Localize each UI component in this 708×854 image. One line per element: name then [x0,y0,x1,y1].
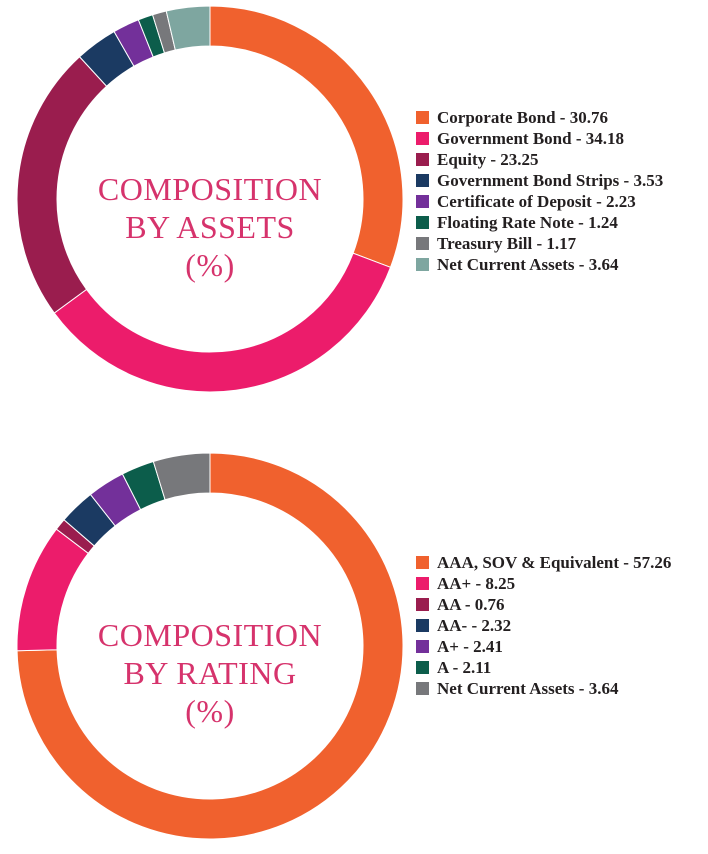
rating-legend-label: AA - 0.76 [437,595,505,614]
assets-title-line-2: BY ASSETS [125,209,295,245]
rating-legend-swatch [416,556,429,569]
assets-legend-item: Corporate Bond - 30.76 [416,107,706,128]
assets-legend-label: Certificate of Deposit - 2.23 [437,192,636,211]
assets-chart-title: COMPOSITION BY ASSETS (%) [60,170,360,284]
assets-legend-swatch [416,195,429,208]
rating-slice-1 [16,452,404,840]
assets-legend-swatch [416,258,429,271]
rating-legend-item: AA - 0.76 [416,594,681,615]
rating-title-line-1: COMPOSITION [97,617,323,653]
rating-legend-swatch [416,619,429,632]
rating-title-line-3: (%) [185,693,235,729]
assets-legend-item: Equity - 23.25 [416,149,706,170]
assets-legend-swatch [416,111,429,124]
assets-legend-label: Corporate Bond - 30.76 [437,108,608,127]
rating-legend-item: A+ - 2.41 [416,636,681,657]
assets-legend-swatch [416,237,429,250]
rating-title-line-2: BY RATING [123,655,297,691]
assets-donut [16,5,404,393]
assets-composition-chart: COMPOSITION BY ASSETS (%) Corporate Bond… [0,0,708,410]
rating-legend-label: A+ - 2.41 [437,637,503,656]
rating-donut [16,452,404,840]
assets-legend-label: Net Current Assets - 3.64 [437,255,619,274]
assets-legend-swatch [416,174,429,187]
rating-legend-item: AA- - 2.32 [416,615,681,636]
assets-legend-swatch [416,132,429,145]
assets-legend-label: Treasury Bill - 1.17 [437,234,577,253]
rating-legend-swatch [416,661,429,674]
rating-legend-swatch [416,640,429,653]
assets-legend-item: Treasury Bill - 1.17 [416,233,706,254]
assets-legend-swatch [416,216,429,229]
assets-title-line-1: COMPOSITION [97,171,323,207]
assets-legend-label: Government Bond - 34.18 [437,129,624,148]
assets-legend-item: Government Bond - 34.18 [416,128,706,149]
rating-legend-swatch [416,682,429,695]
rating-legend-item: AAA, SOV & Equivalent - 57.26 [416,552,681,573]
rating-legend: AAA, SOV & Equivalent - 57.26 AA+ - 8.25 A… [416,552,681,699]
rating-legend-item: AA+ - 8.25 [416,573,681,594]
rating-chart-title: COMPOSITION BY RATING (%) [60,616,360,730]
rating-legend-swatch [416,577,429,590]
assets-title-line-3: (%) [185,247,235,283]
assets-legend-label: Floating Rate Note - 1.24 [437,213,618,232]
rating-legend-item: Net Current Assets - 3.64 [416,678,681,699]
rating-legend-swatch [416,598,429,611]
rating-legend-item: A - 2.11 [416,657,681,678]
rating-slice-7 [152,452,211,501]
rating-legend-label: AA+ - 8.25 [437,574,516,593]
rating-legend-label: AAA, SOV & Equivalent - 57.26 [437,553,672,572]
rating-composition-chart: COMPOSITION BY RATING (%) AAA, SOV & Equ… [0,445,708,854]
rating-legend-label: AA- - 2.32 [437,616,512,635]
assets-legend: Corporate Bond - 30.76 Government Bond - … [416,107,706,275]
assets-legend-swatch [416,153,429,166]
assets-legend-label: Equity - 23.25 [437,150,539,169]
assets-legend-label: Government Bond Strips - 3.53 [437,171,664,190]
assets-legend-item: Certificate of Deposit - 2.23 [416,191,706,212]
assets-legend-item: Government Bond Strips - 3.53 [416,170,706,191]
assets-legend-item: Net Current Assets - 3.64 [416,254,706,275]
assets-legend-item: Floating Rate Note - 1.24 [416,212,706,233]
rating-legend-label: A - 2.11 [437,658,492,677]
assets-slice-8 [165,5,211,51]
rating-legend-label: Net Current Assets - 3.64 [437,679,619,698]
